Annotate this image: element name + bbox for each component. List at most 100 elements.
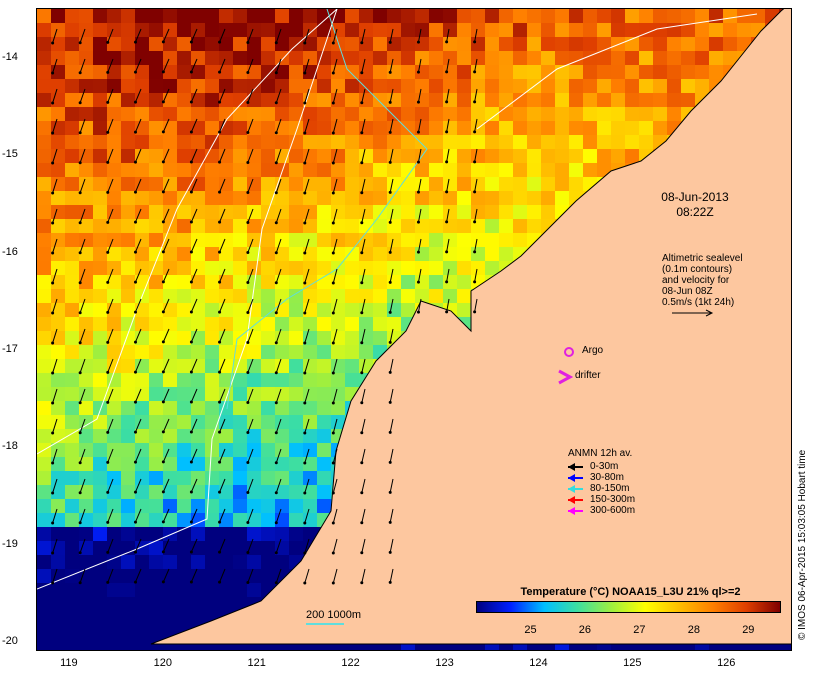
latitude-tick-label: -16 [2, 245, 18, 258]
sst-cell [191, 499, 205, 513]
velocity-arrow-head [360, 131, 364, 135]
velocity-arrow-head [360, 281, 364, 285]
velocity-arrow-head [106, 160, 110, 164]
velocity-arrow [275, 418, 282, 433]
colorbar-title: Temperature (°C) NOAA15_L3U 21% ql>=2 [520, 586, 741, 598]
sst-cell [163, 527, 177, 541]
velocity-arrow-head [161, 100, 165, 104]
sst-cell [191, 457, 205, 471]
sst-cell [177, 583, 191, 597]
colorbar-tick-label: 28 [687, 624, 700, 636]
sst-cell [121, 555, 135, 569]
velocity-arrow [389, 418, 394, 433]
sst-cell [219, 359, 233, 373]
sst-cell [443, 51, 457, 65]
sst-cell [79, 289, 93, 303]
sst-cell [513, 107, 527, 121]
velocity-arrow [79, 118, 86, 133]
sst-cell [289, 471, 303, 485]
sst-cell [667, 23, 681, 37]
sst-cell [499, 205, 513, 219]
velocity-arrow-head [51, 251, 55, 255]
sst-cell [177, 429, 191, 443]
velocity-arrow-head [218, 550, 222, 554]
sst-cell [149, 485, 163, 499]
sst-cell [177, 275, 191, 289]
sst-cell [373, 205, 387, 219]
velocity-arrow-head [161, 550, 165, 554]
sst-cell [261, 471, 275, 485]
sst-cell [289, 275, 303, 289]
sst-map[interactable] [36, 8, 792, 651]
sst-cell [275, 261, 289, 275]
sst-cell [345, 191, 359, 205]
sst-cell [401, 247, 415, 261]
velocity-arrow-head [388, 220, 392, 224]
sst-cell [709, 65, 723, 79]
sst-cell [65, 443, 79, 457]
velocity-arrow [332, 208, 338, 224]
sst-cell [219, 513, 233, 527]
sst-cell [163, 23, 177, 37]
sst-cell [163, 597, 177, 611]
sst-cell [233, 65, 247, 79]
sst-cell [135, 135, 149, 149]
sst-cell [149, 583, 163, 597]
sst-cell [93, 457, 107, 471]
sst-cell [485, 177, 499, 191]
sst-cell [219, 247, 233, 261]
velocity-arrow [135, 418, 142, 433]
sst-cell [443, 107, 457, 121]
sst-cell [471, 65, 485, 79]
sst-cell [79, 163, 93, 177]
sst-cell [289, 345, 303, 359]
sst-cell [121, 303, 135, 317]
velocity-arrow-head [161, 490, 165, 494]
sst-cell [107, 415, 121, 429]
sst-cell [261, 149, 275, 163]
sst-cell [177, 261, 191, 275]
velocity-arrow [107, 328, 114, 343]
sst-cell [51, 499, 65, 513]
velocity-arrow [389, 268, 394, 283]
sst-cell [149, 555, 163, 569]
velocity-arrow [190, 568, 198, 583]
sst-cell [37, 331, 51, 345]
velocity-arrow-head [274, 71, 278, 75]
velocity-arrow-head [303, 371, 307, 375]
sst-cell [65, 289, 79, 303]
sst-cell [149, 93, 163, 107]
sst-cell [37, 261, 51, 275]
sst-cell [261, 387, 275, 401]
sst-cell [219, 527, 233, 541]
sst-cell [93, 37, 107, 51]
velocity-arrow [275, 118, 282, 133]
sst-cell [499, 9, 513, 23]
velocity-arrow [52, 118, 58, 134]
sst-cell [65, 499, 79, 513]
sst-cell [387, 149, 401, 163]
sst-cell [359, 9, 373, 23]
sst-cell [191, 233, 205, 247]
sst-cell [247, 555, 261, 569]
sst-cell [107, 499, 121, 513]
velocity-arrow [474, 28, 478, 43]
sst-cell [135, 359, 149, 373]
velocity-arrow [52, 568, 58, 584]
velocity-arrow [162, 208, 170, 223]
sst-cell [93, 79, 107, 93]
sst-cell [65, 485, 79, 499]
velocity-arrow [247, 538, 254, 553]
sst-cell [37, 345, 51, 359]
velocity-arrow-head [246, 190, 250, 194]
velocity-arrow [446, 178, 450, 193]
velocity-arrow-head [218, 370, 222, 374]
sst-cell [65, 93, 79, 107]
sst-cell [513, 205, 527, 219]
sst-cell [107, 205, 121, 219]
velocity-arrow-head [331, 71, 335, 75]
velocity-arrow [162, 388, 170, 403]
sst-cell [205, 345, 219, 359]
velocity-arrow-head [133, 220, 137, 224]
velocity-arrow [162, 148, 170, 163]
